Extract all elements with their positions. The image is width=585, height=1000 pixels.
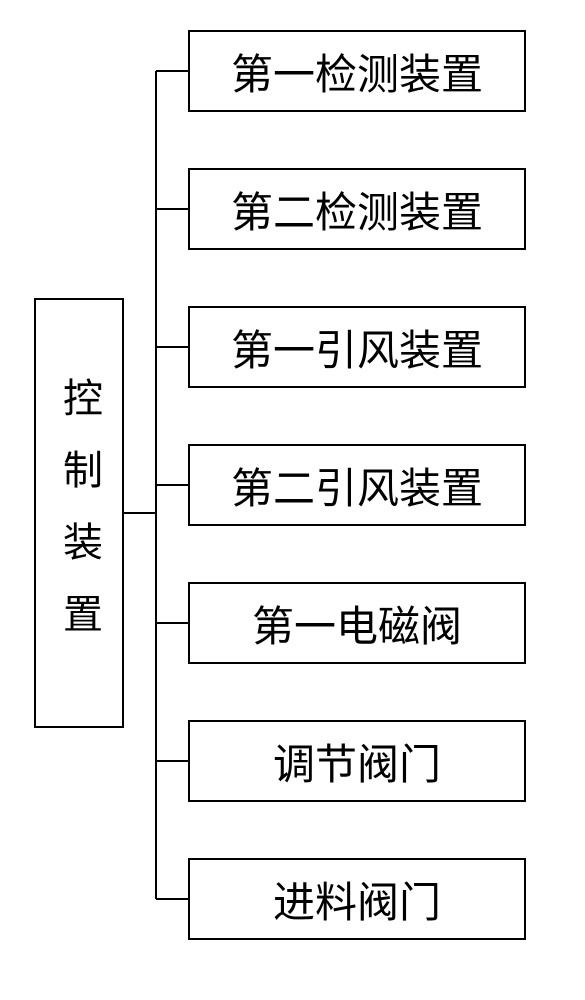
block-diagram: 控制装置 第一检测装置第二检测装置第一引风装置第二引风装置第一电磁阀调节阀门进料阀… — [0, 0, 585, 1000]
leaf-box-6-label: 进料阀门 — [273, 869, 441, 930]
leaf-box-0-label: 第一检测装置 — [231, 41, 483, 102]
leaf-box-1-label: 第二检测装置 — [231, 179, 483, 240]
leaf-box-5: 调节阀门 — [188, 720, 526, 802]
root-box-label: 控制装置 — [50, 377, 108, 665]
leaf-box-0: 第一检测装置 — [188, 30, 526, 112]
leaf-box-1: 第二检测装置 — [188, 168, 526, 250]
leaf-box-2: 第一引风装置 — [188, 306, 526, 388]
leaf-box-6: 进料阀门 — [188, 858, 526, 940]
leaf-box-3: 第二引风装置 — [188, 444, 526, 526]
root-box: 控制装置 — [34, 298, 124, 728]
leaf-box-4: 第一电磁阀 — [188, 582, 526, 664]
leaf-box-4-label: 第一电磁阀 — [252, 593, 462, 654]
leaf-box-5-label: 调节阀门 — [273, 731, 441, 792]
leaf-box-3-label: 第二引风装置 — [231, 455, 483, 516]
leaf-box-2-label: 第一引风装置 — [231, 317, 483, 378]
